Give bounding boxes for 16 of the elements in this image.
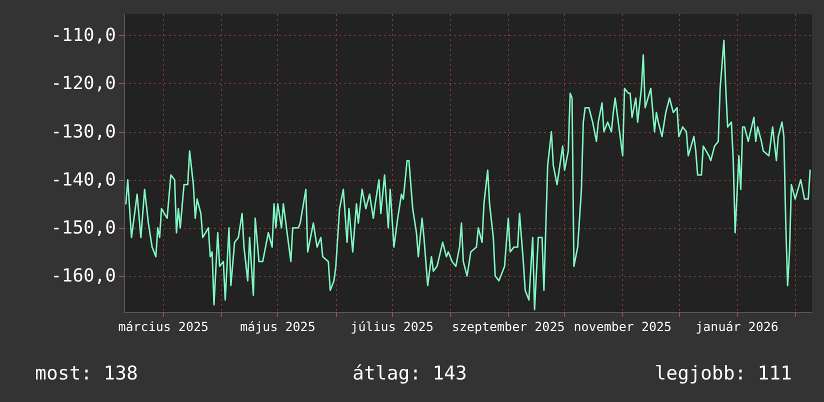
y-tick-label: -140,0 — [50, 169, 116, 190]
x-tick-label: január 2026 — [696, 319, 778, 334]
x-tick-label: november 2025 — [574, 319, 672, 334]
y-tick-label: -110,0 — [50, 25, 116, 46]
x-tick-label: szeptember 2025 — [452, 319, 565, 334]
x-tick-label: május 2025 — [240, 319, 316, 334]
x-tick-label: július 2025 — [350, 319, 434, 334]
text: most: 138 — [35, 362, 138, 384]
y-tick-label: -120,0 — [50, 73, 116, 94]
line-series — [125, 40, 811, 310]
text: legjobb: 111 — [654, 362, 792, 384]
x-tick-label: március 2025 — [118, 319, 209, 334]
text: átlag: 143 — [352, 362, 467, 384]
y-tick-label: -150,0 — [50, 217, 116, 238]
y-tick-label: -130,0 — [50, 121, 116, 142]
y-tick-label: -160,0 — [50, 265, 116, 286]
